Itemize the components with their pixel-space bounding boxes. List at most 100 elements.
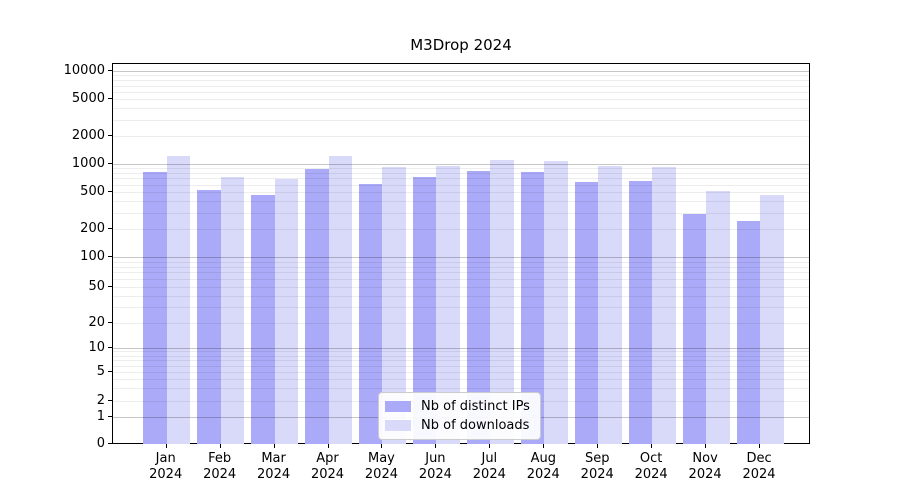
minor-gridline [113, 178, 809, 180]
bar-distinct-ips-dec [736, 221, 761, 444]
bar-distinct-ips-mar [251, 194, 275, 444]
minor-gridline [113, 323, 809, 325]
bar-downloads-oct [652, 166, 676, 444]
y-tick-label: 50 [88, 278, 105, 294]
legend: Nb of distinct IPs Nb of downloads [378, 392, 541, 440]
y-tick-label: 1000 [71, 155, 105, 171]
bar-distinct-ips-aug [520, 172, 545, 444]
y-tick-mark [108, 135, 112, 136]
bar-distinct-ips-jul [466, 171, 491, 444]
minor-gridline [113, 295, 809, 297]
bar-distinct-ips-jun [412, 176, 437, 444]
y-tick-mark [108, 322, 112, 324]
y-tick-label: 200 [80, 221, 105, 237]
legend-label: Nb of distinct IPs [421, 399, 530, 414]
y-tick-label: 1 [96, 408, 105, 424]
minor-gridline [113, 136, 809, 137]
y-tick-label: 10000 [63, 63, 105, 78]
x-tick-mark [543, 444, 545, 448]
minor-gridline [113, 379, 809, 381]
x-tick-label-oct: Oct 2024 [634, 451, 668, 482]
minor-gridline [113, 168, 809, 169]
minor-gridline [113, 119, 809, 121]
minor-gridline [113, 351, 809, 353]
plot-area [112, 63, 810, 444]
x-tick-mark [273, 444, 275, 448]
x-tick-label-dec: Dec 2024 [742, 451, 776, 482]
minor-gridline [113, 261, 809, 263]
y-tick-label: 10 [88, 339, 105, 355]
x-tick-label-apr: Apr 2024 [310, 451, 345, 482]
minor-gridline [113, 192, 809, 193]
y-tick-mark [108, 346, 112, 348]
minor-gridline [113, 266, 809, 268]
x-tick-label-nov: Nov 2024 [688, 451, 722, 482]
gridlines-overlay [113, 64, 809, 443]
minor-gridline [113, 108, 809, 110]
y-tick-mark [108, 98, 112, 100]
x-tick-mark [597, 444, 599, 448]
major-gridline [113, 347, 809, 349]
x-tick-mark [327, 444, 329, 448]
legend-item: Nb of distinct IPs [385, 399, 530, 414]
bar-downloads-sep [598, 166, 622, 444]
y-tick-label: 5000 [71, 91, 105, 107]
legend-label: Nb of downloads [421, 418, 530, 433]
x-tick-mark [435, 444, 437, 448]
minor-gridline [113, 75, 809, 77]
y-tick-label: 100 [80, 249, 105, 264]
bar-downloads-nov [706, 191, 730, 444]
minor-gridline [113, 201, 809, 203]
x-tick-label-jun: Jun 2024 [418, 451, 452, 482]
bar-distinct-ips-nov [682, 214, 707, 444]
legend-swatch-distinct-ips [385, 401, 411, 412]
y-tick-mark [108, 285, 112, 287]
bar-downloads-apr [328, 155, 353, 444]
bar-downloads-aug [544, 160, 568, 444]
y-tick-label: 2000 [71, 128, 105, 143]
minor-gridline [113, 212, 809, 214]
y-tick-mark [108, 162, 112, 164]
x-tick-label-jul: Jul 2024 [472, 451, 506, 482]
minor-gridline [113, 99, 809, 101]
bar-downloads-jun [436, 165, 460, 444]
bar-downloads-jan [166, 156, 191, 444]
y-tick-mark [108, 256, 112, 257]
bar-distinct-ips-oct [628, 180, 653, 444]
bar-distinct-ips-may [358, 184, 383, 444]
x-tick-label-feb: Feb 2024 [203, 451, 237, 482]
chart-title: M3Drop 2024 [410, 36, 512, 54]
minor-gridline [113, 355, 809, 357]
x-tick-mark [651, 444, 653, 448]
minor-gridline [113, 229, 809, 231]
y-tick-label: 5 [96, 364, 105, 379]
bar-downloads-may [382, 167, 406, 444]
minor-gridline [113, 372, 809, 373]
minor-gridline [113, 80, 809, 82]
bar-distinct-ips-jan [143, 172, 167, 444]
major-gridline [113, 163, 809, 165]
x-tick-mark [219, 444, 221, 448]
x-tick-mark [705, 444, 707, 448]
bars-layer [113, 64, 809, 444]
bar-downloads-jul [490, 160, 514, 444]
major-gridline [113, 71, 809, 72]
bar-downloads-feb [220, 177, 245, 444]
minor-gridline [113, 307, 809, 309]
x-tick-label-aug: Aug 2024 [526, 451, 560, 482]
y-tick-label: 500 [80, 184, 105, 199]
bar-distinct-ips-apr [305, 169, 329, 444]
x-tick-label-sep: Sep 2024 [580, 451, 614, 482]
y-tick-mark [108, 415, 112, 417]
bar-distinct-ips-feb [197, 190, 221, 444]
x-tick-label-jan: Jan 2024 [149, 451, 183, 482]
bar-distinct-ips-sep [574, 181, 599, 444]
legend-item: Nb of downloads [385, 418, 530, 433]
minor-gridline [113, 272, 809, 274]
legend-swatch-downloads [385, 420, 411, 431]
minor-gridline [113, 184, 809, 186]
bar-downloads-mar [274, 178, 299, 444]
minor-gridline [113, 85, 809, 87]
y-tick-mark [108, 191, 112, 192]
x-tick-mark [381, 444, 383, 448]
